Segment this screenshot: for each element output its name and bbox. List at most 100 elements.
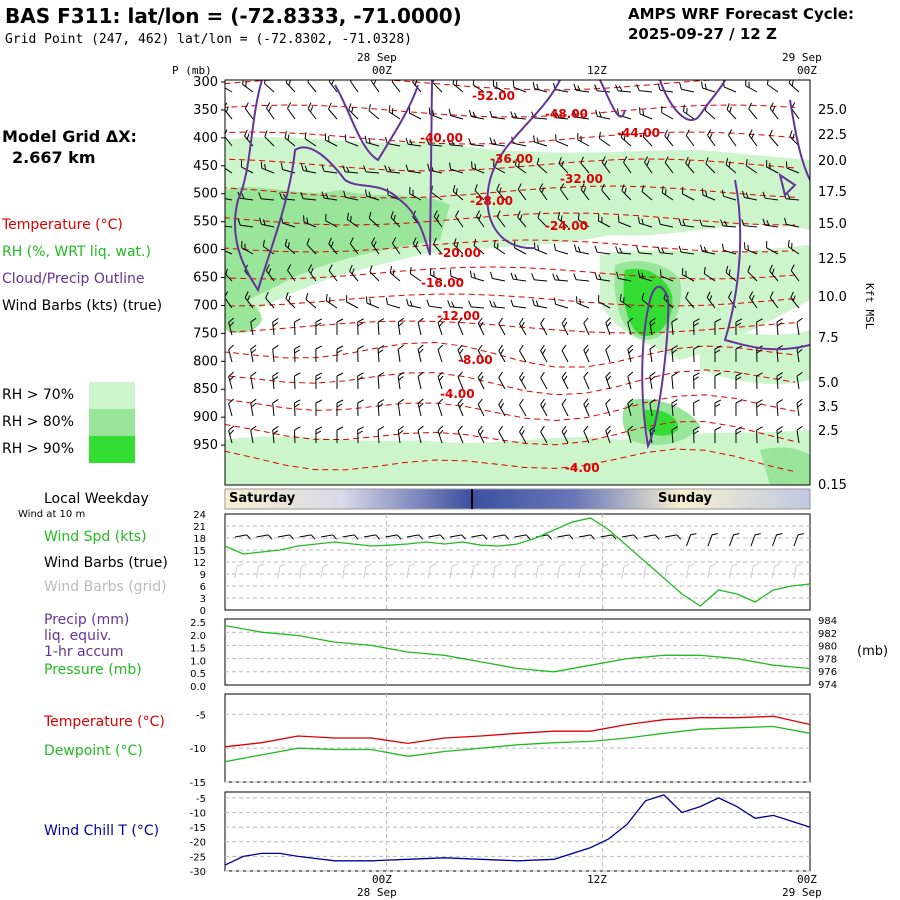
wind-barb-flag <box>225 106 229 113</box>
wind-barb-shaft <box>293 348 296 363</box>
wind-barb <box>594 272 611 282</box>
wind-barb <box>225 248 233 255</box>
wind-barb-flag <box>308 264 313 271</box>
wind-barb-shaft <box>437 430 443 444</box>
wind-barb-shaft <box>498 404 506 417</box>
wind-barb <box>390 211 401 228</box>
wind-barb <box>748 102 758 120</box>
wind-barb-flag <box>682 104 685 112</box>
wind-barb <box>573 83 590 93</box>
wind-barb-flag <box>714 426 722 431</box>
wind-barb <box>785 161 800 174</box>
wind-barb-shaft <box>272 322 275 336</box>
wind-barb <box>701 188 716 201</box>
wind-barb-flag <box>392 237 397 244</box>
wind-barb-shaft <box>776 322 779 336</box>
wind-barb-shaft <box>561 350 569 363</box>
wind-barb <box>315 318 323 336</box>
grid-wind-barb <box>557 563 566 579</box>
wind-barb-flag <box>776 318 783 323</box>
wind-barb-shaft <box>788 246 800 255</box>
wind-barb <box>397 344 404 363</box>
grid-wind-barb-shaft <box>793 566 797 579</box>
wind-barb-flag <box>580 183 585 190</box>
precip-tick-label: 1.0 <box>190 656 206 667</box>
wind-barb-flag <box>679 82 682 90</box>
wind-barb-shaft <box>627 376 632 390</box>
wind-barb <box>776 318 783 336</box>
wind-barb-flag <box>455 80 458 87</box>
grid-wind-barb-shaft <box>514 566 518 579</box>
wind-barb-shaft <box>371 81 380 93</box>
surface-wind-barb <box>621 534 639 540</box>
grid-wind-barb-shaft <box>363 566 367 579</box>
wind-barb <box>471 161 485 174</box>
wind-barb-flag <box>735 430 742 435</box>
wind-barb <box>391 80 401 93</box>
windchill-tick-label: -10 <box>190 808 206 819</box>
wind-barb-flag <box>584 402 590 409</box>
windchill-tick-label: -15 <box>190 823 206 834</box>
wind-barb-flag <box>594 272 598 280</box>
wind-barb-flag <box>497 243 499 249</box>
wind-barb-shaft <box>477 431 485 444</box>
grid-wind-barb-flag <box>365 563 372 567</box>
wind-barb-shaft <box>240 197 254 201</box>
wind-barb <box>636 246 653 255</box>
surface-wind-barb-shaft <box>578 534 591 538</box>
wind-barb <box>336 426 344 444</box>
wind-barb-flag <box>388 105 391 112</box>
surface-wind-barb-flag <box>712 533 718 536</box>
wind-barb-shaft <box>452 83 464 93</box>
surface-wind-barb <box>793 533 804 547</box>
wind-barb <box>325 213 338 228</box>
pressure-tick-label: 300 <box>193 75 218 90</box>
wind-barb-flag <box>787 239 790 247</box>
wind-barb-shaft <box>498 323 506 336</box>
wind-barb-shaft <box>390 217 401 228</box>
wind-barb <box>560 183 569 201</box>
day-saturday: Saturday <box>229 491 296 506</box>
panel-content: 036912151821242.52.01.51.00.50.098498298… <box>190 510 837 878</box>
wind-barb-shaft <box>325 300 338 309</box>
pressure-tick-label: 978 <box>818 654 837 665</box>
wind-barb-shaft <box>769 270 779 282</box>
wind-barb-shaft <box>324 197 338 201</box>
wind-barb <box>678 245 695 255</box>
wind-barb-flag <box>517 210 521 218</box>
wind-barb-flag <box>397 317 404 323</box>
wind-barb <box>517 210 527 228</box>
wind-barb-flag <box>577 212 580 220</box>
wind-barb-flag <box>437 398 444 404</box>
wind-barb-shaft <box>349 270 359 282</box>
wind-barb-flag <box>428 107 431 115</box>
wind-barb-shaft <box>681 224 695 228</box>
wind-barb-shaft <box>387 171 401 174</box>
wind-barb-shaft <box>683 111 695 120</box>
wind-barb-flag <box>539 183 544 190</box>
wind-barb <box>265 291 275 309</box>
wind-barb-shaft <box>417 430 422 444</box>
wind-barb-shaft <box>392 243 401 255</box>
wind-barb-flag <box>244 243 246 250</box>
wind-barb-flag <box>659 269 662 277</box>
grid-wind-barb-shaft <box>578 566 582 579</box>
wind-barb <box>553 243 569 255</box>
wind-barb-shaft <box>368 110 380 120</box>
wind-barb-flag <box>787 193 791 200</box>
wind-barb <box>517 183 527 201</box>
wind-barb <box>469 270 485 282</box>
wind-barb-flag <box>791 243 793 249</box>
wind-barb-shaft <box>450 114 464 120</box>
wind-barb <box>307 80 317 93</box>
surface-wind-barb-shaft <box>299 534 312 538</box>
wind-barb <box>510 111 527 120</box>
surface-wind-barb-shaft <box>750 534 756 547</box>
wind-barb-shaft <box>661 112 674 120</box>
pressure-tick-label: 550 <box>193 215 218 230</box>
wind-barb <box>573 273 590 282</box>
wind-barb <box>714 345 722 363</box>
wind-barb-shaft <box>561 377 569 390</box>
surface-wind-barb <box>277 534 295 540</box>
pressure-tick-label: 980 <box>818 642 837 653</box>
